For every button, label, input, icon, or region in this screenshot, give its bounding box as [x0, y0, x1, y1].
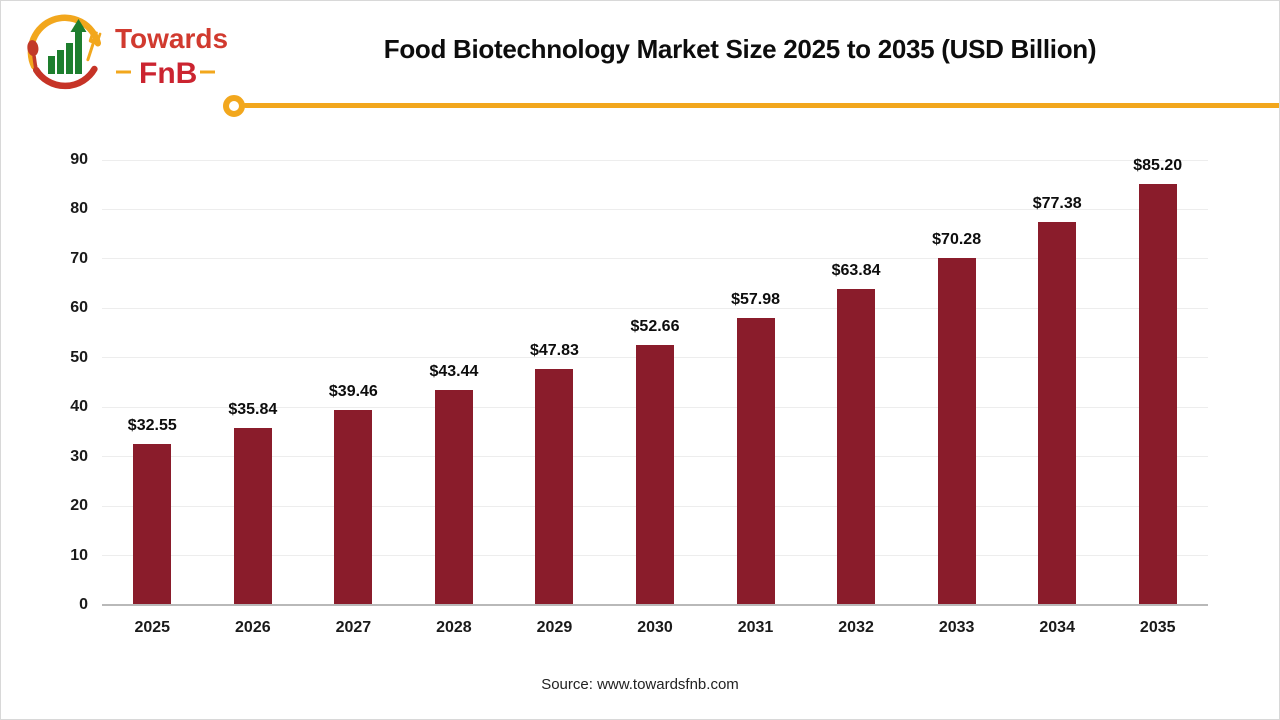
bar-2034: [1038, 222, 1077, 604]
y-axis-label-80: 80: [70, 200, 88, 218]
bar-2031: [736, 318, 775, 604]
bar-2026: [233, 427, 272, 604]
fork-icon: [86, 30, 102, 62]
bar-2025: [133, 444, 172, 604]
bar-2033: [937, 257, 976, 604]
logo-arc-red: [32, 65, 98, 90]
title-divider-line: [243, 103, 1280, 108]
page-title: Food Biotechnology Market Size 2025 to 2…: [383, 34, 1097, 64]
bar-2029: [535, 368, 574, 604]
y-axis-label-0: 0: [79, 596, 88, 613]
x-axis-label-2026: 2026: [235, 619, 271, 636]
bar-value-label-2031: $57.98: [731, 291, 780, 309]
bar-value-label-2025: $32.55: [127, 417, 177, 435]
bar-value-label-2033: $70.28: [932, 230, 982, 248]
logo-growth-bars-icon: [48, 19, 87, 74]
x-axis-label-2034: 2034: [1039, 619, 1075, 636]
y-axis-label-90: 90: [70, 151, 88, 168]
source-text: Source: www.towardsfnb.com: [541, 676, 739, 693]
bar-value-label-2034: $77.38: [1032, 195, 1082, 213]
bar-2028: [434, 390, 473, 604]
x-axis-label-2033: 2033: [938, 619, 975, 636]
bar-value-label-2030: $52.66: [630, 317, 680, 335]
gridline-80: [102, 208, 1208, 210]
bar-value-label-2027: $39.46: [328, 382, 378, 400]
x-axis-label-2028: 2028: [436, 619, 472, 636]
bar-value-label-2032: $63.84: [831, 262, 881, 280]
bar-2035: [1138, 183, 1177, 604]
logo-text-fnb: FnB: [139, 57, 197, 90]
bar-value-label-2028: $43.44: [429, 363, 479, 381]
x-axis-label-2032: 2032: [838, 619, 874, 636]
bar-value-label-2026: $35.84: [228, 400, 278, 418]
bar-value-label-2035: $85.20: [1133, 156, 1183, 174]
x-axis-label-2027: 2027: [335, 619, 372, 636]
y-axis-label-30: 30: [70, 447, 88, 465]
logo-emblem: [27, 14, 102, 90]
gridline-70: [102, 258, 1208, 260]
logo-text-towards: Towards: [115, 23, 228, 54]
bar-value-label-2029: $47.83: [529, 341, 579, 359]
bar-2027: [334, 409, 373, 604]
y-axis-label-70: 70: [70, 249, 88, 267]
y-axis-label-20: 20: [70, 497, 88, 515]
x-axis-label-2035: 2035: [1139, 619, 1176, 636]
x-axis-line: [102, 604, 1208, 606]
spoon-icon: [27, 40, 39, 73]
bar-2030: [636, 344, 674, 604]
y-axis-label-10: 10: [70, 546, 88, 564]
y-axis-label-40: 40: [70, 398, 88, 416]
bar-2032: [837, 289, 876, 604]
y-axis-label-50: 50: [70, 348, 88, 366]
x-axis-label-2031: 2031: [737, 619, 774, 636]
y-axis-label-60: 60: [70, 299, 88, 317]
x-axis-label-2025: 2025: [134, 619, 171, 636]
x-axis-label-2030: 2030: [637, 619, 673, 636]
gridline-60: [102, 307, 1208, 309]
x-axis-label-2029: 2029: [536, 619, 573, 636]
gridline-90: [102, 159, 1208, 161]
towards-fnb-logo: Towards FnB: [27, 14, 228, 90]
title-divider-ring-icon: [223, 95, 245, 117]
